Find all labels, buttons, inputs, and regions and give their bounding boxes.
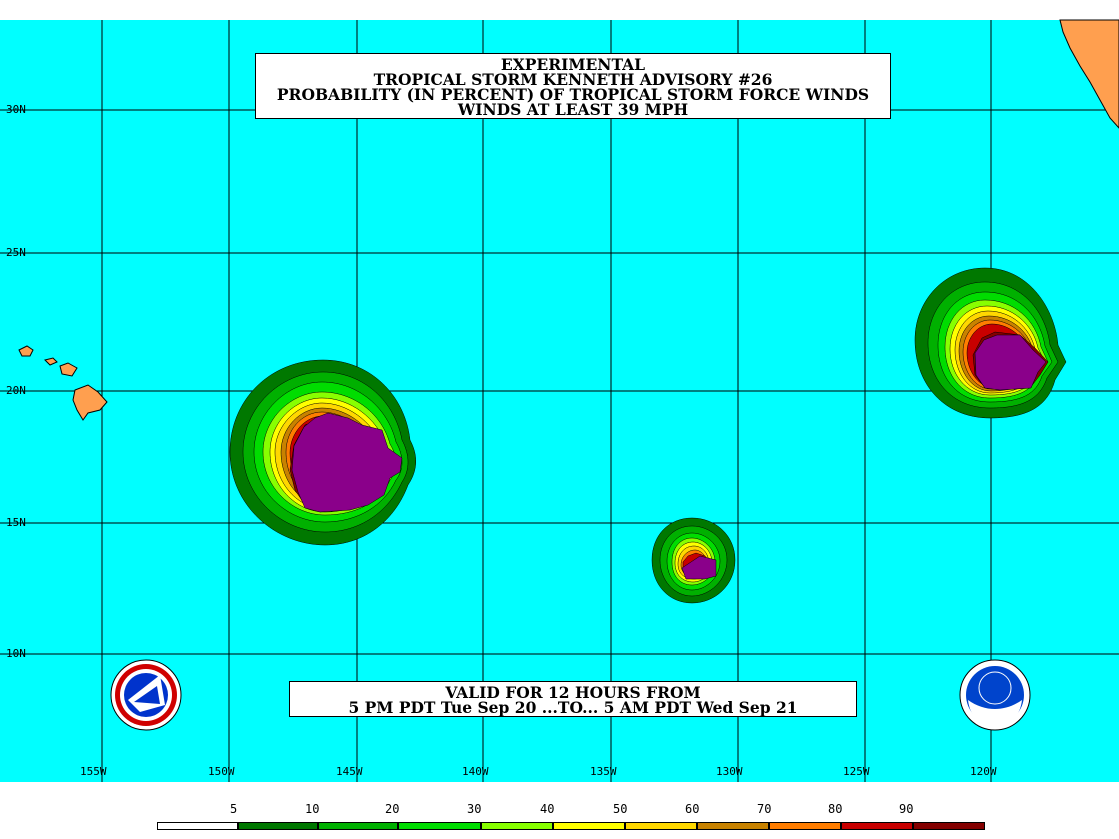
- lon-label-155w: 155W: [80, 765, 107, 778]
- lon-label-140w: 140W: [462, 765, 489, 778]
- legend-label-30: 30: [467, 802, 482, 816]
- lat-label-15n: 15N: [6, 516, 26, 529]
- legend-swatch: [769, 822, 841, 830]
- legend-label-40: 40: [540, 802, 555, 816]
- lon-label-150w: 150W: [208, 765, 235, 778]
- lat-label-30n: 30N: [6, 103, 26, 116]
- legend-swatch: [553, 822, 625, 830]
- lon-label-130w: 130W: [716, 765, 743, 778]
- legend-label-50: 50: [613, 802, 628, 816]
- probability-area-3: [914, 267, 1067, 419]
- lat-label-10n: 10N: [6, 647, 26, 660]
- legend-label-10: 10: [305, 802, 320, 816]
- legend-label-90: 90: [899, 802, 914, 816]
- legend-label-20: 20: [385, 802, 400, 816]
- legend-swatch: [238, 822, 318, 830]
- title-line-3: PROBABILITY (IN PERCENT) OF TROPICAL STO…: [276, 85, 870, 104]
- legend-swatch: [157, 822, 238, 830]
- legend-label-80: 80: [828, 802, 843, 816]
- axis-ticks: [101, 768, 992, 782]
- legend-label-5: 5: [230, 802, 238, 816]
- hawaii-islands: [18, 345, 108, 421]
- legend-swatch: [697, 822, 769, 830]
- valid-line-1: VALID FOR 12 HOURS FROM: [445, 683, 701, 702]
- legend-swatch: [913, 822, 985, 830]
- noaa-logo: [959, 659, 1031, 731]
- lat-label-20n: 20N: [6, 384, 26, 397]
- lon-label-145w: 145W: [336, 765, 363, 778]
- title-line-1: EXPERIMENTAL: [500, 55, 646, 74]
- lat-label-25n: 25N: [6, 246, 26, 259]
- valid-line-2: 5 PM PDT Tue Sep 20 ...TO... 5 AM PDT We…: [348, 698, 798, 717]
- legend-swatch: [398, 822, 481, 830]
- legend-swatch: [625, 822, 697, 830]
- title-box: EXPERIMENTAL TROPICAL STORM KENNETH ADVI…: [255, 53, 891, 119]
- legend-label-70: 70: [757, 802, 772, 816]
- legend-label-60: 60: [685, 802, 700, 816]
- valid-time-box: VALID FOR 12 HOURS FROM 5 PM PDT Tue Sep…: [289, 681, 857, 717]
- ocean: [0, 20, 1119, 782]
- probability-area-2: [651, 517, 736, 604]
- lon-label-120w: 120W: [970, 765, 997, 778]
- lon-label-135w: 135W: [590, 765, 617, 778]
- mexico-land: [1059, 19, 1119, 129]
- title-line-4: WINDS AT LEAST 39 MPH: [457, 100, 689, 119]
- lat-lon-grid: [0, 20, 1119, 782]
- lon-label-125w: 125W: [843, 765, 870, 778]
- title-line-2: TROPICAL STORM KENNETH ADVISORY #26: [373, 70, 773, 89]
- probability-area-1: [229, 359, 416, 546]
- legend-swatch: [318, 822, 398, 830]
- legend-swatch: [481, 822, 553, 830]
- nws-logo: [110, 659, 182, 731]
- legend-swatch: [841, 822, 913, 830]
